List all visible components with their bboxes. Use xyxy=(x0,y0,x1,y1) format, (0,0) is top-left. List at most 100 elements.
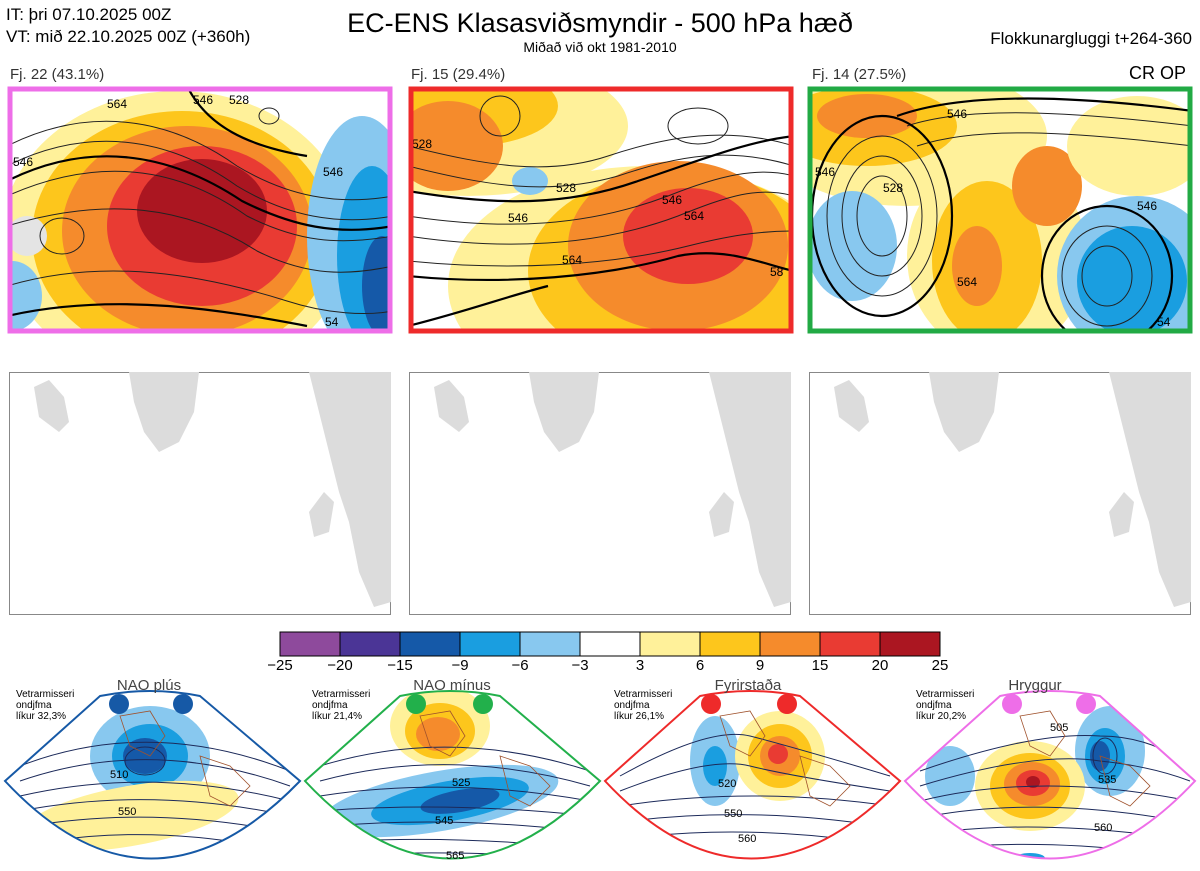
regime-title: NAO plús xyxy=(117,677,181,694)
colorbar-tick-label: −15 xyxy=(387,657,412,674)
cluster-1-label: Fj. 22 (43.1%) xyxy=(10,66,105,83)
land-areas xyxy=(34,372,391,607)
colorbar: −25 −20 −15 −9 −6 −3 3 6 9 15 20 25 xyxy=(267,631,949,674)
colorbar-swatch xyxy=(639,631,701,657)
regime-nao-minus: 525 545 565 Vetrarmisseri ondjfma líkur … xyxy=(303,677,602,862)
regime-note: Vetrarmisseri ondjfma líkur 26,1% xyxy=(614,689,672,722)
regime-title: Fyrirstaða xyxy=(715,677,782,694)
contour-label: 550 xyxy=(118,806,136,818)
cluster-map-1: 546 564 546 546 54 528 xyxy=(7,86,393,334)
contour-label: 560 xyxy=(738,833,756,845)
contour-label: 528 xyxy=(556,181,576,195)
svg-text:Vetrarmisseri: Vetrarmisseri xyxy=(312,689,370,700)
colorbar-swatch xyxy=(459,631,521,657)
contour-label: 58 xyxy=(770,265,784,279)
svg-text:Vetrarmisseri: Vetrarmisseri xyxy=(916,689,974,700)
svg-text:líkur 32,3%: líkur 32,3% xyxy=(16,711,66,722)
contour-label: 54 xyxy=(1157,315,1171,329)
colorbar-swatch xyxy=(579,631,641,657)
contour-label: 564 xyxy=(957,275,977,289)
colorbar-tick-label: −6 xyxy=(511,657,528,674)
cluster-3-frame xyxy=(807,86,1193,334)
colorbar-tick-label: 3 xyxy=(636,657,644,674)
contour-label: 565 xyxy=(446,850,464,862)
run-info: IT: þri 07.10.2025 00Z VT: mið 22.10.202… xyxy=(6,4,250,48)
contour-label: 564 xyxy=(562,253,582,267)
colorbar-swatch xyxy=(339,631,401,657)
classification-window: Flokkunargluggi t+264-360 xyxy=(990,29,1192,48)
colorbar-swatch xyxy=(399,631,461,657)
contour-label: 528 xyxy=(229,93,249,107)
contour-label: 54 xyxy=(325,315,339,329)
regime-dot xyxy=(406,694,426,714)
contour-label: 510 xyxy=(110,769,128,781)
cr-op-label: CR OP xyxy=(1128,63,1186,83)
regime-blocking: 520 550 560 Vetrarmisseri ondjfma líkur … xyxy=(603,677,902,860)
regime-nao-plus: 510 550 Vetrarmisseri ondjfma líkur 32,3… xyxy=(3,677,302,860)
colorbar-tick-label: −25 xyxy=(267,657,292,674)
colorbar-swatch xyxy=(699,631,761,657)
colorbar-swatch xyxy=(759,631,821,657)
regime-dot xyxy=(777,694,797,714)
regime-dot xyxy=(701,694,721,714)
colorbar-tick-label: 6 xyxy=(696,657,704,674)
regime-note: Vetrarmisseri ondjfma líkur 32,3% xyxy=(16,689,74,722)
contour-label: 528 xyxy=(412,137,432,151)
contour-label: 535 xyxy=(1098,774,1116,786)
contour-label: 528 xyxy=(883,181,903,195)
cluster-2-label: Fj. 15 (29.4%) xyxy=(411,66,506,83)
contour-label: 564 xyxy=(107,97,127,111)
colorbar-swatch xyxy=(279,631,341,657)
member-map-3 xyxy=(809,372,1191,615)
land-areas xyxy=(434,372,791,607)
colorbar-tick-label: −9 xyxy=(451,657,468,674)
contour-label: 546 xyxy=(1137,199,1157,213)
page-title: EC-ENS Klasasviðsmyndir - 500 hPa hæð xyxy=(347,8,853,38)
contour-label: 546 xyxy=(508,211,528,225)
contour-label: 546 xyxy=(323,165,343,179)
svg-text:ondjfma: ondjfma xyxy=(916,700,952,711)
regime-dot xyxy=(109,694,129,714)
cluster-3-label: Fj. 14 (27.5%) xyxy=(812,66,907,83)
svg-text:ondjfma: ondjfma xyxy=(16,700,52,711)
contour-label: 546 xyxy=(193,93,213,107)
regime-title: NAO mínus xyxy=(413,677,491,694)
contour-label: 545 xyxy=(435,815,453,827)
regime-title: Hryggur xyxy=(1008,677,1061,694)
init-time: IT: þri 07.10.2025 00Z xyxy=(6,5,172,24)
colorbar-tick-label: 15 xyxy=(812,657,829,674)
colorbar-swatch xyxy=(819,631,881,657)
svg-text:líkur 20,2%: líkur 20,2% xyxy=(916,711,966,722)
cluster-map-3: 546 546 528 564 546 54 xyxy=(807,86,1193,334)
colorbar-tick-label: −20 xyxy=(327,657,352,674)
colorbar-tick-label: 20 xyxy=(872,657,889,674)
svg-text:ondjfma: ondjfma xyxy=(312,700,348,711)
colorbar-tick-label: 25 xyxy=(932,657,949,674)
contour-label: 546 xyxy=(815,165,835,179)
cluster-map-2: 528 528 546 546 564 564 58 xyxy=(408,86,794,334)
svg-text:líkur 21,4%: líkur 21,4% xyxy=(312,711,362,722)
colorbar-swatch xyxy=(519,631,581,657)
colorbar-tick-label: −3 xyxy=(571,657,588,674)
regime-note: Vetrarmisseri ondjfma líkur 20,2% xyxy=(916,689,974,722)
contour-label: 520 xyxy=(718,778,736,790)
contour-label: 546 xyxy=(947,107,967,121)
contour-label: 550 xyxy=(724,808,742,820)
svg-text:Vetrarmisseri: Vetrarmisseri xyxy=(16,689,74,700)
contour-label: 564 xyxy=(684,209,704,223)
cluster-2-frame xyxy=(408,86,794,334)
regime-ridge: 505 535 560 Vetrarmisseri ondjfma líkur … xyxy=(903,677,1197,860)
svg-text:ondjfma: ondjfma xyxy=(614,700,650,711)
regime-dot xyxy=(1076,694,1096,714)
page-subtitle: Miðað við okt 1981-2010 xyxy=(523,39,677,55)
valid-time: VT: mið 22.10.2025 00Z (+360h) xyxy=(6,27,251,46)
contour-label: 560 xyxy=(1094,822,1112,834)
contour-label: 505 xyxy=(1050,722,1068,734)
regime-dot xyxy=(173,694,193,714)
cluster-1-frame xyxy=(7,86,393,334)
regime-dot xyxy=(473,694,493,714)
colorbar-swatch xyxy=(879,631,941,657)
colorbar-tick-label: 9 xyxy=(756,657,764,674)
regime-maps: 510 550 Vetrarmisseri ondjfma líkur 32,3… xyxy=(3,677,1197,862)
contour-label: 525 xyxy=(452,777,470,789)
